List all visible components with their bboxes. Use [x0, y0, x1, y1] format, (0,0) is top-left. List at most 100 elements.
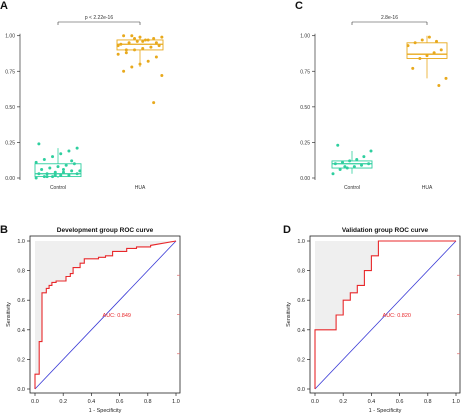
x-tick-label: 0.4 — [88, 399, 96, 405]
x-tick-label: Control — [50, 185, 66, 191]
data-point — [70, 159, 74, 163]
data-point — [154, 41, 158, 45]
y-tick-label: 0.00 — [5, 176, 15, 182]
data-point — [160, 74, 164, 78]
data-point — [34, 160, 38, 164]
chart-title: Development group ROC curve — [57, 227, 154, 234]
data-point — [78, 169, 82, 173]
data-point — [70, 169, 74, 173]
data-point — [333, 162, 337, 166]
data-point — [116, 44, 120, 48]
data-point — [154, 55, 158, 59]
y-tick-label: 0.6 — [297, 298, 305, 304]
data-point — [133, 37, 137, 41]
roc-fill-area — [35, 241, 176, 389]
data-point — [67, 149, 71, 153]
data-point — [362, 155, 366, 159]
data-point — [51, 175, 55, 179]
y-tick-label: 0.75 — [300, 69, 310, 75]
data-point — [45, 175, 49, 179]
data-point — [124, 51, 128, 55]
chart-title: Validation group ROC curve — [342, 227, 429, 234]
significance-label: 2.8e-16 — [381, 15, 398, 21]
y-tick-label: 0.0 — [17, 387, 25, 393]
y-tick-label: 0.50 — [5, 105, 15, 111]
data-point — [122, 34, 126, 38]
x-tick-label: 0.8 — [144, 399, 152, 405]
data-point — [67, 173, 71, 177]
box-iqr — [331, 160, 373, 169]
data-point — [437, 84, 441, 87]
data-point — [59, 152, 63, 156]
data-point — [42, 175, 46, 179]
x-tick-label: 0.6 — [116, 399, 124, 405]
y-tick-label: 0.0 — [297, 387, 305, 393]
data-point — [432, 51, 436, 55]
panel-d: D Validation group ROC curve 0.0 0.2 0.4 0.6 0… — [283, 224, 461, 413]
data-point — [135, 39, 139, 43]
data-point — [146, 59, 150, 63]
significance-label: p < 2.22e-16 — [85, 15, 113, 21]
data-point — [352, 165, 356, 169]
y-tick-label: 0.4 — [297, 328, 305, 334]
x-axis-label: 1 - Specificity — [369, 408, 402, 413]
panel-letter: C — [295, 0, 303, 12]
panel-letter: D — [283, 224, 291, 236]
data-point — [444, 76, 448, 80]
x-tick-label: 0.6 — [396, 399, 404, 405]
data-point — [146, 38, 150, 42]
data-point — [133, 48, 137, 52]
data-point — [160, 35, 164, 39]
data-point — [341, 160, 344, 164]
data-point — [152, 101, 156, 105]
diagonal-reference-line — [34, 240, 177, 390]
data-point — [141, 39, 145, 43]
data-point — [141, 47, 145, 50]
panel-letter: B — [0, 224, 8, 236]
data-point — [53, 173, 57, 177]
panel-b: B Development group ROC curve 0.0 0.2 0.4 0.6… — [0, 224, 181, 413]
data-point — [45, 172, 49, 176]
y-tick-label: 0.50 — [300, 105, 310, 111]
data-point — [56, 165, 60, 169]
data-point — [406, 44, 410, 48]
data-point — [336, 143, 340, 147]
panel-c: C 0.00 0.25 0.50 0.75 1.00 Control HUA 2.8e-16 — [295, 0, 448, 191]
data-point — [122, 69, 126, 73]
data-point — [149, 45, 153, 49]
data-point — [61, 170, 65, 174]
data-point — [48, 166, 52, 170]
x-tick-label: 0.4 — [368, 399, 376, 405]
y-tick-label: 1.00 — [300, 34, 310, 40]
y-tick-label: 1.0 — [17, 239, 25, 245]
data-point — [435, 39, 438, 43]
y-axis-label: Sensitivity — [6, 302, 12, 327]
y-tick-label: 0.6 — [17, 298, 25, 304]
data-point — [37, 172, 41, 176]
x-tick-label: 0.2 — [59, 399, 67, 405]
panel-a: A 0.00 0.25 0.50 0.75 1.00 Control HUA p < 2.22e… — [0, 0, 164, 191]
y-tick-label: 0.75 — [5, 69, 15, 75]
data-point — [75, 146, 79, 150]
y-tick-label: 0.4 — [17, 328, 25, 334]
data-point — [130, 65, 134, 69]
data-point — [418, 56, 422, 60]
y-tick-label: 0.2 — [297, 357, 305, 363]
data-point — [367, 162, 371, 166]
data-point — [348, 159, 352, 163]
data-point — [37, 142, 41, 146]
data-point — [75, 172, 79, 176]
data-point — [420, 38, 424, 42]
data-point — [439, 48, 443, 52]
auc-label: AUC: 0.820 — [383, 313, 411, 319]
x-tick-label: HUA — [135, 185, 146, 191]
data-point — [40, 167, 44, 171]
y-tick-label: 0.8 — [297, 269, 305, 275]
data-point — [119, 42, 123, 46]
y-tick-label: 0.00 — [300, 176, 310, 182]
data-point — [343, 165, 347, 169]
data-point — [157, 44, 161, 48]
box-iqr — [406, 42, 448, 59]
data-point — [61, 167, 65, 171]
